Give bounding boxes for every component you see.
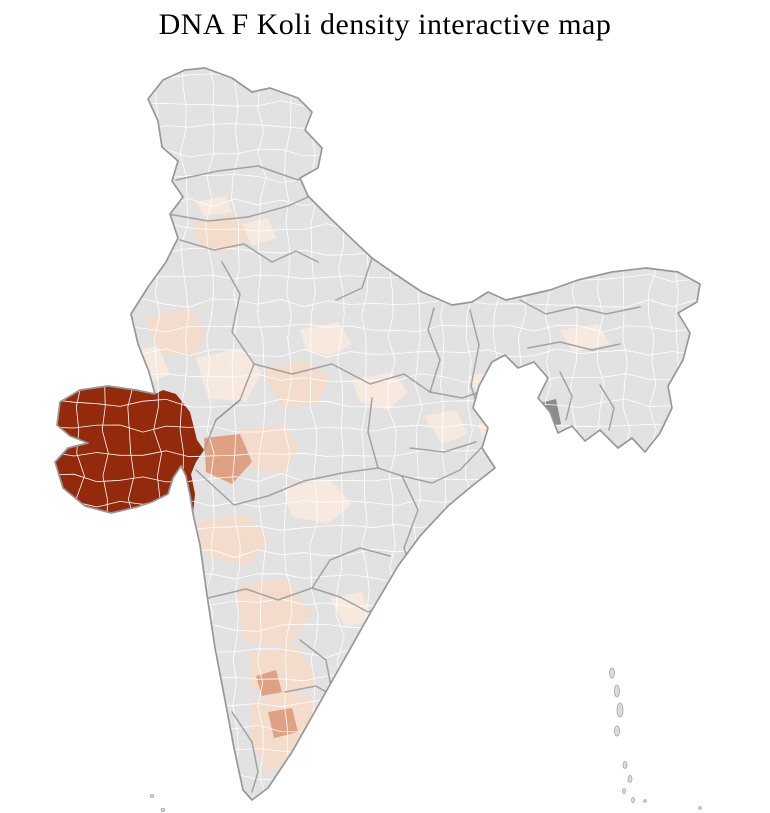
district-cluster-medium-density[interactable] [204,434,252,484]
district-cluster-medium-density[interactable] [268,708,298,738]
district-cluster-verylow-density[interactable] [330,592,372,628]
district-cluster-low-density[interactable] [262,360,330,408]
andaman-nicobar-islands[interactable] [609,667,635,803]
island[interactable] [631,797,635,803]
island[interactable] [627,775,633,783]
district-cluster-low-density[interactable] [240,424,300,472]
island[interactable] [622,761,628,769]
district-cluster-verylow-density[interactable] [356,630,394,662]
island[interactable] [614,684,620,698]
island[interactable] [614,725,620,737]
lakshadweep-islands[interactable] [149,794,702,813]
india-outline [54,67,701,801]
island[interactable] [149,794,154,799]
district-cluster-low-density[interactable] [146,308,206,358]
island[interactable] [609,667,615,679]
page-title: DNA F Koli density interactive map [158,8,612,41]
district-cluster-verylow-density[interactable] [196,348,262,402]
district-cluster-verylow-density[interactable] [300,322,352,356]
island[interactable] [160,808,165,813]
district-cluster-medium-density[interactable] [256,670,282,696]
island[interactable] [643,799,647,803]
island[interactable] [698,806,702,810]
island[interactable] [622,788,626,794]
island[interactable] [616,702,624,718]
